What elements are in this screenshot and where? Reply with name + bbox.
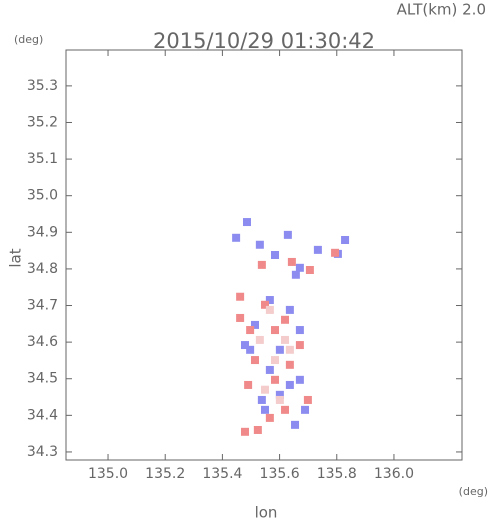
y-tick-label: 34.4	[27, 407, 58, 423]
radar-cell	[253, 425, 262, 434]
annotation: ALT(km) 2.0	[397, 1, 486, 19]
chart-title: 2015/10/29 01:30:42	[153, 29, 375, 53]
radar-cell	[281, 405, 290, 414]
radar-cell	[283, 230, 292, 239]
radar-cell	[246, 345, 255, 354]
y-tick-label: 34.7	[27, 298, 58, 314]
radar-cell	[244, 380, 253, 389]
radar-cell	[265, 296, 274, 305]
radar-cell	[271, 356, 280, 365]
x-tick-label: 135.6	[260, 466, 300, 482]
radar-cell	[287, 257, 296, 266]
radar-cell	[285, 345, 294, 354]
radar-cell	[240, 341, 249, 350]
radar-cell	[303, 395, 312, 404]
radar-cell	[281, 335, 290, 344]
radar-cell	[295, 341, 304, 350]
radar-cell	[236, 292, 245, 301]
x-tick-label: 135.2	[145, 466, 185, 482]
x-tick-label: 135.0	[88, 466, 128, 482]
y-tick-label: 34.3	[27, 444, 58, 460]
radar-cell	[291, 270, 300, 279]
radar-cell	[250, 320, 259, 329]
x-tick-label: 135.4	[202, 466, 242, 482]
radar-cell	[255, 335, 264, 344]
radar-cell	[271, 251, 280, 259]
radar-cell	[261, 300, 270, 309]
radar-cell	[285, 305, 294, 314]
radar-cell	[313, 245, 322, 254]
radar-cell	[265, 413, 274, 422]
radar-cell	[275, 395, 284, 404]
radar-cell	[285, 360, 294, 369]
radar-cell	[255, 240, 264, 249]
radar-cell	[257, 395, 266, 404]
plot-frame	[65, 49, 463, 461]
radar-cell	[232, 233, 241, 242]
radar-cell	[242, 218, 251, 227]
radar-cell	[291, 420, 300, 429]
radar-cell	[341, 235, 350, 244]
y-tick-label: 34.9	[27, 224, 58, 240]
radar-cell	[305, 266, 314, 275]
radar-cell	[261, 385, 270, 394]
y-axis-label: lat	[7, 248, 25, 267]
radar-cell	[271, 326, 280, 335]
radar-cell	[295, 263, 304, 272]
radar-cell	[271, 375, 280, 384]
y-unit: (deg)	[14, 33, 43, 46]
y-tick-label: 34.6	[27, 334, 58, 350]
radar-cell	[275, 390, 284, 399]
radar-cell	[265, 365, 274, 374]
radar-cell	[257, 260, 266, 269]
y-tick-label: 34.5	[27, 371, 58, 387]
y-tick-label: 35.2	[27, 114, 58, 130]
radar-cell	[281, 315, 290, 324]
y-tick-label: 34.8	[27, 261, 58, 277]
radar-cell	[285, 380, 294, 389]
radar-cell	[261, 405, 270, 414]
radar-cell	[240, 427, 249, 436]
radar-cell	[236, 313, 245, 322]
radar-cell	[295, 326, 304, 335]
x-axis-label: lon	[255, 504, 278, 522]
y-tick-label: 35.1	[27, 151, 58, 167]
radar-cell	[295, 375, 304, 384]
x-tick-label: 135.8	[317, 466, 357, 482]
y-tick-label: 35.0	[27, 188, 58, 204]
radar-cell	[331, 248, 340, 257]
radar-cell	[275, 345, 284, 354]
radar-cell	[265, 305, 274, 314]
radar-cell	[301, 405, 310, 414]
radar-cell	[250, 356, 259, 365]
radar-cell	[246, 326, 255, 335]
x-tick-label: 136.0	[374, 466, 414, 482]
x-unit: (deg)	[459, 485, 488, 498]
y-tick-label: 35.3	[27, 78, 58, 94]
